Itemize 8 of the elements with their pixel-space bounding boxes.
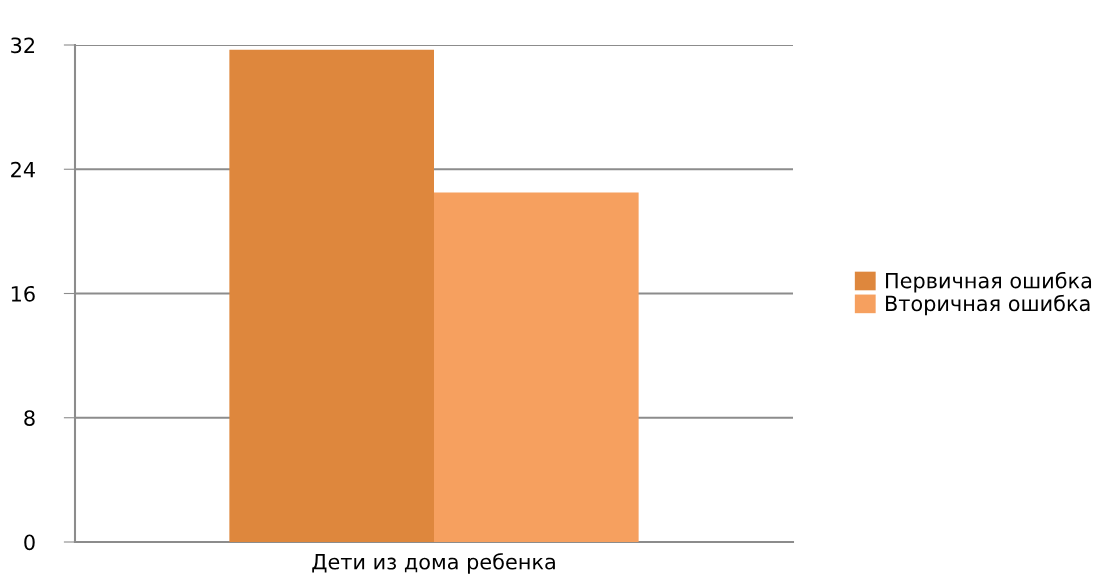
y-tick-label: 24 (11, 161, 35, 178)
y-tick-label: 8 (24, 410, 35, 426)
legend-label: Первичная ошибка (886, 271, 1092, 293)
legend-label: Вторичная ошибка (886, 294, 1090, 316)
x-tick-label: Дети из дома ребенка (312, 553, 555, 574)
y-tick-label: 16 (11, 285, 35, 302)
y-tick-label: 32 (11, 37, 35, 54)
y-tick-label: 0 (24, 534, 35, 551)
